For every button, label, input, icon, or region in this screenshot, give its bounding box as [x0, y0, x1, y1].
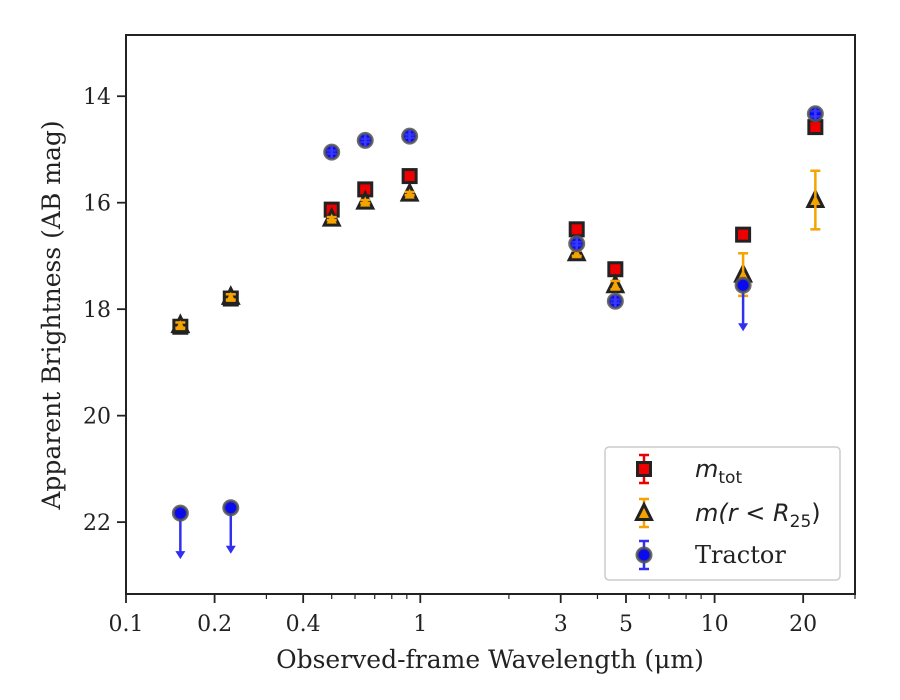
point-tractor — [171, 504, 189, 522]
x-tick-label: 0.4 — [286, 612, 321, 637]
point-tractor — [734, 276, 752, 294]
x-tick-label: 0.2 — [197, 612, 232, 637]
y-tick-label: 20 — [83, 405, 111, 430]
x-tick-label: 0.1 — [109, 612, 144, 637]
data-marks — [170, 105, 826, 560]
series-mtot — [172, 119, 824, 335]
legend-label-tractor: Tractor — [695, 541, 786, 569]
y-tick-label: 14 — [83, 85, 111, 110]
x-tick-label: 20 — [789, 612, 817, 637]
y-tick-label: 22 — [83, 511, 111, 536]
y-tick-label: 16 — [83, 192, 111, 217]
upper-limit-arrowhead — [225, 545, 236, 554]
point-tractor — [222, 499, 240, 517]
upper-limit-arrowhead — [738, 323, 749, 332]
upper-limit-arrowhead — [175, 551, 186, 560]
legend-marker-m-r25 — [634, 501, 654, 521]
x-tick-label: 1 — [413, 612, 427, 637]
x-axis-label: Observed-frame Wavelength (μm) — [276, 645, 704, 674]
plot-frame — [125, 34, 856, 595]
legend-marker-tractor — [635, 546, 653, 564]
x-tick-label: 5 — [619, 612, 633, 637]
y-tick-label: 18 — [83, 298, 111, 323]
legend-marker-mtot — [636, 461, 652, 477]
x-tick-label: 10 — [701, 612, 729, 637]
x-tick-label: 3 — [554, 612, 568, 637]
legend-label-mtot: mtot — [695, 455, 742, 488]
legend-box — [604, 446, 841, 581]
y-axis-label: Apparent Brightness (AB mag) — [37, 120, 66, 510]
axes: 0.1 0.2 0.4 1 3 5 10 20 14 16 18 20 22 — [83, 34, 856, 637]
legend-label-m-r25: m(r < R25) — [695, 499, 821, 532]
legend: mtot m(r < R25) Tractor — [604, 446, 841, 581]
series-m-r25 — [170, 169, 826, 334]
